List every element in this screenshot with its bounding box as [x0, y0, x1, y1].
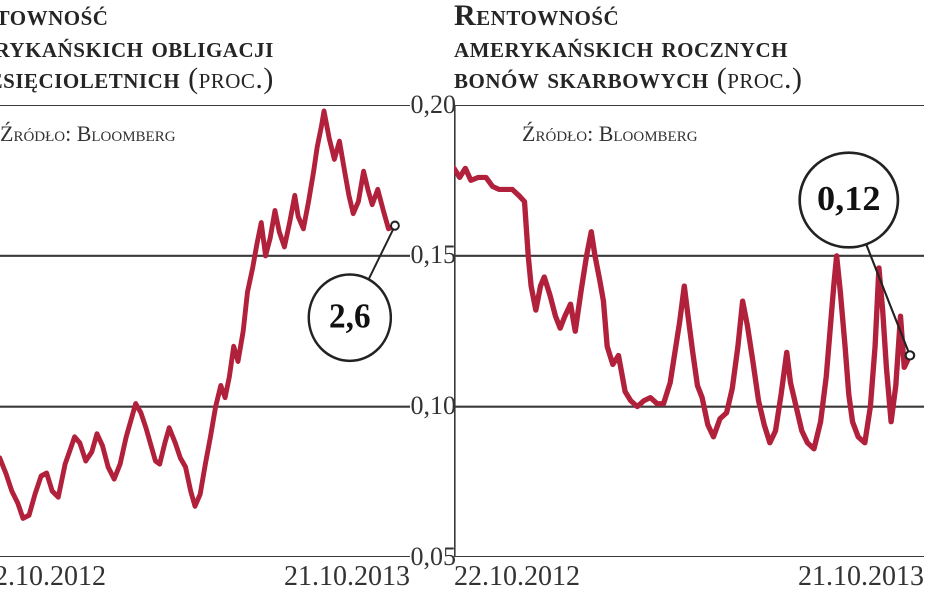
page: ntowność erykańskich obligacji iesięciol… [0, 0, 948, 593]
x-start: 22.10.2012 [0, 561, 106, 593]
title-line-1: ntowność [0, 0, 410, 32]
left-chart-title: ntowność erykańskich obligacji iesięciol… [0, 0, 410, 105]
title-line-1: Rentowność [454, 0, 924, 32]
x-end: 21.10.2013 [284, 561, 410, 593]
title-line-3: bonów skarbowych (proc.) [454, 63, 924, 95]
x-start: 22.10.2012 [454, 561, 580, 593]
left-chart-source: Źródło: Bloomberg [0, 121, 176, 147]
y-tick-label: 0,15 [411, 240, 457, 270]
title-unit: (proc.) [188, 62, 274, 95]
right-chart-title: Rentowność amerykańskich rocznych bonów … [454, 0, 924, 105]
y-tick-label: 0,20 [411, 90, 457, 120]
right-chart-source: Źródło: Bloomberg [522, 121, 698, 147]
right-chart-svg: 0,12 [454, 105, 924, 558]
left-chart-plot: Źródło: Bloomberg 2,6 [0, 105, 410, 558]
title-line-3: iesięcioletnich (proc.) [0, 63, 410, 95]
title-unit: (proc.) [717, 62, 803, 95]
right-chart-xaxis: 22.10.2012 21.10.2013 [454, 557, 924, 593]
y-tick-label: 0,05 [411, 542, 457, 572]
left-chart-xaxis: 22.10.2012 21.10.2013 [0, 557, 410, 593]
title-line-2: amerykańskich rocznych [454, 32, 924, 64]
svg-text:0,12: 0,12 [817, 178, 881, 217]
left-chart-panel: ntowność erykańskich obligacji iesięciol… [0, 0, 410, 593]
x-end: 21.10.2013 [798, 561, 924, 593]
right-chart-plot: Źródło: Bloomberg 0,050,100,150,20 0,12 [454, 105, 924, 558]
y-tick-label: 0,10 [411, 391, 457, 421]
svg-text:2,6: 2,6 [329, 298, 371, 336]
right-chart-panel: Rentowność amerykańskich rocznych bonów … [454, 0, 924, 593]
title-line-2: erykańskich obligacji [0, 32, 410, 64]
left-chart-svg: 2,6 [0, 105, 410, 558]
